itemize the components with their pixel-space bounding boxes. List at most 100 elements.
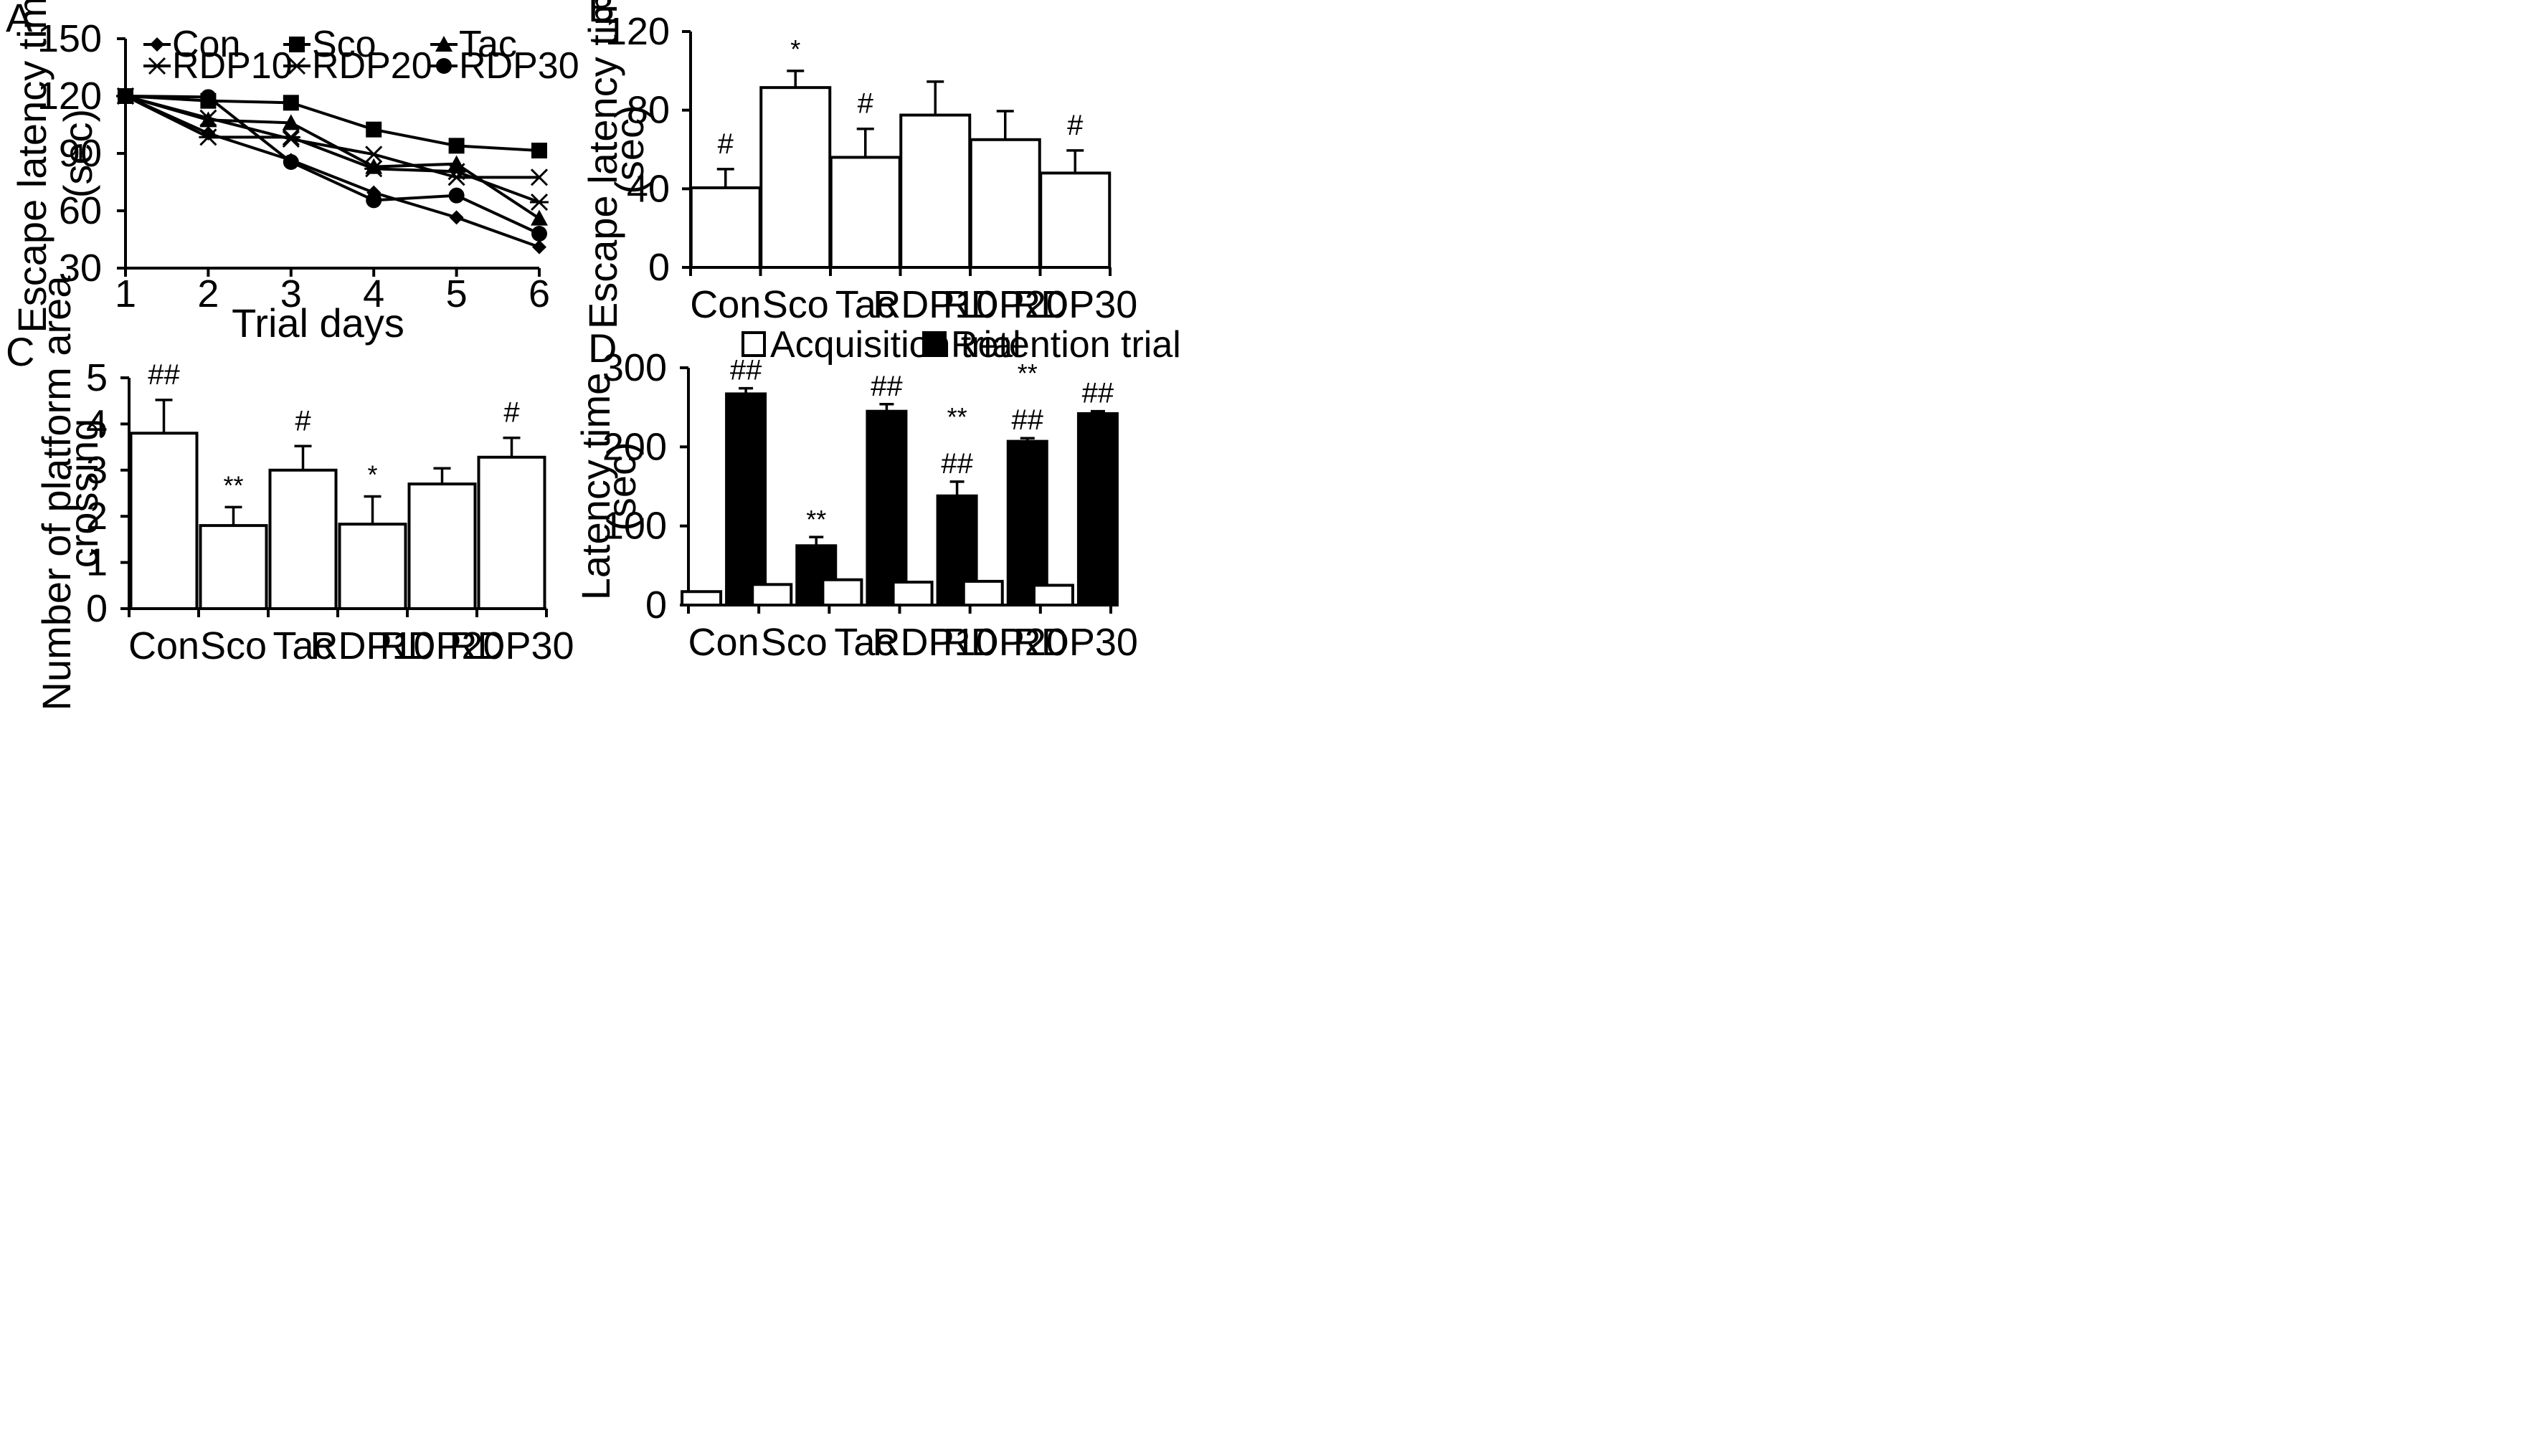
x-category-label: RDP10 (873, 283, 998, 326)
bar-con (689, 186, 762, 269)
panel-letter: C (6, 329, 34, 374)
significance-mark: # (295, 405, 311, 437)
legend-marker-rdp10 (148, 57, 166, 75)
series-line-tac (125, 95, 541, 220)
bar-rdp20 (969, 138, 1041, 269)
legend-label: Sco (312, 24, 376, 65)
bar-acquisition-rdp30 (1032, 584, 1074, 607)
data-point-rdp10 (365, 146, 383, 163)
data-point-tac (282, 114, 300, 130)
significance-mark: # (1067, 110, 1084, 141)
data-point-rdp20 (199, 128, 218, 146)
x-category-label: RDP30 (449, 624, 574, 667)
y-tick-label: 0 (645, 584, 667, 627)
x-category-label: Tac (834, 621, 894, 664)
y-tick-label: 80 (627, 89, 670, 132)
series-line-sco (125, 95, 540, 152)
bar-retention-rdp20 (1006, 439, 1048, 606)
y-tick-label: 4 (86, 402, 108, 445)
series-line-rdp20 (125, 95, 540, 204)
panel-letter: A (6, 0, 33, 40)
x-category-label: RDP20 (943, 621, 1068, 664)
significance-mark: ** (806, 505, 826, 534)
significance-mark: ## (1082, 378, 1114, 409)
legend-label: RDP20 (312, 45, 432, 87)
bar-rdp20 (407, 482, 477, 610)
bar-retention-rdp30 (1076, 411, 1119, 606)
y-axis-title: (sec) (599, 442, 644, 530)
x-category-label: RDP10 (873, 621, 998, 664)
bar-rdp10 (899, 113, 972, 269)
x-category-label: Tac (835, 283, 896, 326)
data-point-sco (283, 95, 299, 111)
significance-mark: ## (148, 359, 180, 391)
y-axis-title: (sec) (607, 105, 652, 194)
legend-label: RDP10 (172, 45, 293, 87)
x-category-label: RDP30 (1013, 621, 1138, 664)
data-point-rdp20 (447, 163, 466, 181)
series-line-rdp10 (125, 95, 539, 179)
bar-acquisition-rdp20 (962, 579, 1004, 607)
x-category-label: Con (688, 621, 759, 664)
x-category-label: RDP20 (943, 283, 1068, 326)
y-tick-label: 120 (37, 75, 102, 118)
bar-sco (759, 86, 832, 269)
y-tick-label: 0 (648, 246, 670, 289)
legend-swatch-retention (922, 331, 947, 357)
significance-mark: * (367, 460, 377, 490)
bar-rdp30 (1039, 171, 1112, 269)
legend-marker-rdp30 (436, 58, 452, 74)
panel-letter: D (588, 325, 617, 371)
series-line-rdp30 (125, 95, 540, 235)
data-point-rdp30 (531, 226, 547, 242)
x-category-label: RDP20 (379, 624, 504, 667)
y-tick-label: 200 (602, 425, 667, 468)
y-tick-label: 60 (59, 189, 102, 232)
bar-acquisition-rdp10 (891, 581, 934, 607)
y-tick-label: 2 (86, 495, 108, 538)
y-tick-label: 150 (37, 17, 102, 60)
data-point-rdp30 (118, 88, 133, 104)
bar-rdp30 (477, 455, 546, 610)
significance-mark: ## (1012, 404, 1044, 436)
data-point-rdp20 (281, 128, 300, 146)
y-tick-label: 300 (602, 346, 667, 389)
y-axis-title: (sec) (55, 109, 100, 198)
y-tick-label: 3 (86, 449, 108, 492)
y-tick-label: 1 (86, 541, 108, 584)
y-axis-title: Number of platform area (34, 275, 79, 711)
y-axis-title: crossing (61, 419, 106, 568)
panel-letter: B (588, 0, 615, 30)
data-point-rdp30 (366, 192, 382, 209)
y-axis-title: Latency time (573, 373, 618, 601)
y-tick-label: 90 (59, 132, 102, 175)
significance-mark: ## (871, 371, 903, 402)
x-tick-label: 3 (280, 272, 302, 315)
data-point-con (532, 239, 546, 254)
data-point-sco (531, 143, 547, 158)
y-axis-title: Escape latency time (9, 0, 55, 333)
legend-label: Retention trial (951, 324, 1181, 366)
x-tick-label: 5 (446, 272, 468, 315)
significance-mark: ## (730, 355, 762, 386)
y-tick-label: 30 (59, 247, 102, 290)
y-tick-label: 100 (602, 505, 667, 548)
x-tick-label: 6 (529, 272, 550, 315)
legend-marker-tac (435, 36, 452, 52)
data-point-sco (366, 121, 382, 138)
y-axis-title: Escape latency time (580, 0, 625, 329)
x-category-label: Sco (762, 283, 829, 326)
legend-label: Tac (459, 24, 517, 65)
significance-mark: ## (941, 448, 973, 480)
x-category-label: Sco (761, 621, 828, 664)
bar-retention-con (725, 392, 767, 606)
significance-mark: # (718, 128, 734, 160)
data-point-rdp10 (282, 130, 300, 148)
x-category-label: RDP10 (310, 624, 435, 667)
significance-mark: ** (223, 470, 243, 500)
y-tick-label: 40 (627, 167, 670, 210)
